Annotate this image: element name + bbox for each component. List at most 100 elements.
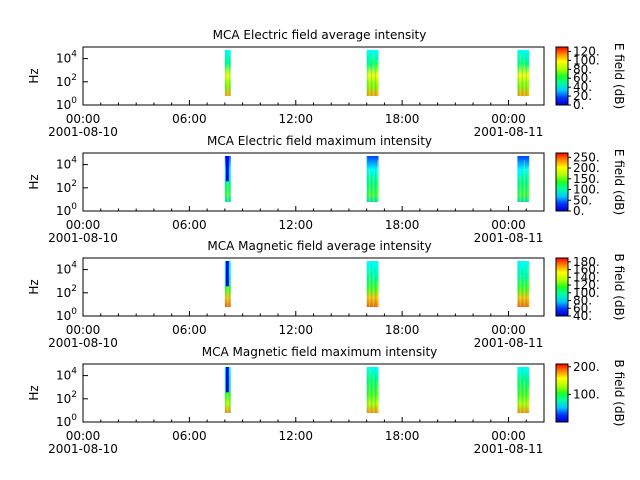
x-tick-label: 06:00 — [172, 218, 207, 232]
y-tick-label: 104 — [56, 50, 77, 66]
colorbar-tick-label: 60. — [573, 301, 592, 315]
plot-frame — [82, 46, 545, 106]
x-tick-label: 12:00 — [278, 112, 313, 126]
x-tick-date-label: 2001-08-10 — [48, 336, 118, 350]
y-tick-label: 104 — [56, 261, 77, 277]
y-tick-label: 104 — [56, 367, 77, 383]
spectrogram-segment — [366, 261, 379, 307]
x-tick-date-label: 2001-08-11 — [474, 336, 544, 350]
x-tick-label: 12:00 — [278, 323, 313, 337]
x-tick-label: 18:00 — [385, 429, 420, 443]
x-tick-label: 00:00 — [66, 218, 101, 232]
plot-frame — [82, 257, 545, 317]
y-tick-label: 102 — [56, 284, 77, 300]
x-tick-label: 00:00 — [66, 429, 101, 443]
colorbar-label: E field (dB) — [612, 149, 626, 215]
x-tick-label: 00:00 — [66, 112, 101, 126]
colorbar-tick-label: 100. — [573, 286, 600, 300]
spectrogram-segment — [366, 50, 379, 96]
x-tick-label: 12:00 — [278, 429, 313, 443]
colorbar-tick-label: 200. — [573, 161, 600, 175]
panel-2: MCA Electric field maximum intensity Hz 10… — [27, 134, 626, 245]
spectrogram-segment — [517, 156, 530, 202]
x-tick-label: 06:00 — [172, 112, 207, 126]
colorbar-tick-label: 80. — [573, 62, 592, 76]
colorbar-tick-label: 50. — [573, 193, 592, 207]
colorbar-tick-label: 100. — [573, 387, 600, 401]
spectrogram-segment — [224, 50, 231, 96]
panel-title: MCA Electric field average intensity — [213, 28, 427, 42]
colorbar-tick-label: 120. — [573, 44, 600, 58]
y-axis-label: Hz — [27, 174, 41, 189]
x-tick-date-label: 2001-08-10 — [48, 231, 118, 245]
y-axis-label: Hz — [27, 385, 41, 400]
x-tick-label: 06:00 — [172, 323, 207, 337]
spectrogram-segment — [224, 156, 231, 202]
colorbar-tick-label: 0. — [573, 204, 584, 218]
y-tick-label: 104 — [56, 156, 77, 172]
spectrogram-segment — [517, 367, 530, 413]
colorbar-label: B field (dB) — [612, 254, 626, 321]
x-tick-date-label: 2001-08-11 — [474, 125, 544, 139]
x-tick-date-label: 2001-08-11 — [474, 231, 544, 245]
colorbar-tick-label: 160. — [573, 263, 600, 277]
spectrogram-segment — [517, 261, 530, 307]
panel-title: MCA Magnetic field maximum intensity — [202, 345, 438, 359]
colorbar-tick-label: 200. — [573, 360, 600, 374]
colorbar-label: E field (dB) — [612, 43, 626, 109]
colorbar-tick-label: 250. — [573, 150, 600, 164]
y-tick-label: 102 — [56, 73, 77, 89]
panel-4: MCA Magnetic field maximum intensity Hz 10… — [27, 345, 626, 456]
x-tick-label: 00:00 — [491, 323, 526, 337]
y-tick-label: 100 — [56, 202, 77, 218]
spectrogram-segment — [366, 156, 379, 202]
panel-title: MCA Electric field maximum intensity — [207, 134, 432, 148]
y-axis-label: Hz — [27, 279, 41, 294]
x-tick-date-label: 2001-08-10 — [48, 125, 118, 139]
colorbar-tick-label: 150. — [573, 172, 600, 186]
colorbar-tick-label: 80. — [573, 294, 592, 308]
plot-frame — [82, 363, 545, 423]
x-tick-label: 00:00 — [491, 218, 526, 232]
x-tick-label: 00:00 — [66, 323, 101, 337]
colorbar-tick-label: 40. — [573, 80, 592, 94]
x-tick-label: 18:00 — [385, 323, 420, 337]
x-tick-date-label: 2001-08-11 — [474, 442, 544, 456]
y-axis-label: Hz — [27, 68, 41, 83]
y-tick-label: 102 — [56, 179, 77, 195]
y-tick-label: 100 — [56, 413, 77, 429]
y-tick-label: 100 — [56, 96, 77, 112]
x-tick-label: 18:00 — [385, 218, 420, 232]
colorbar-label: B field (dB) — [612, 360, 626, 427]
x-tick-label: 18:00 — [385, 112, 420, 126]
panel-3: MCA Magnetic field average intensity Hz 10… — [27, 239, 626, 350]
colorbar-tick-label: 40. — [573, 309, 592, 323]
colorbar — [555, 257, 569, 317]
colorbar-tick-label: 0. — [573, 98, 584, 112]
colorbar-tick-label: 100. — [573, 183, 600, 197]
x-tick-date-label: 2001-08-10 — [48, 442, 118, 456]
colorbar — [555, 152, 569, 212]
colorbar — [555, 46, 569, 106]
panel-title: MCA Magnetic field average intensity — [207, 239, 431, 253]
colorbar-tick-label: 180. — [573, 255, 600, 269]
colorbar-tick-label: 60. — [573, 71, 592, 85]
spectrogram-segment — [517, 50, 530, 96]
panel-1: MCA Electric field average intensity Hz 10… — [27, 28, 626, 139]
plot-frame — [82, 152, 545, 212]
colorbar-tick-label: 140. — [573, 270, 600, 284]
x-tick-label: 00:00 — [491, 112, 526, 126]
colorbar — [555, 363, 569, 423]
y-tick-label: 100 — [56, 307, 77, 323]
spectrogram-segment — [366, 367, 379, 413]
x-tick-label: 06:00 — [172, 429, 207, 443]
colorbar-tick-label: 20. — [573, 89, 592, 103]
colorbar-tick-label: 100. — [573, 53, 600, 67]
colorbar-tick-label: 120. — [573, 278, 600, 292]
spectrogram-segment — [224, 261, 231, 307]
spectrogram-segment — [224, 367, 231, 413]
x-tick-label: 12:00 — [278, 218, 313, 232]
y-tick-label: 102 — [56, 390, 77, 406]
x-tick-label: 00:00 — [491, 429, 526, 443]
